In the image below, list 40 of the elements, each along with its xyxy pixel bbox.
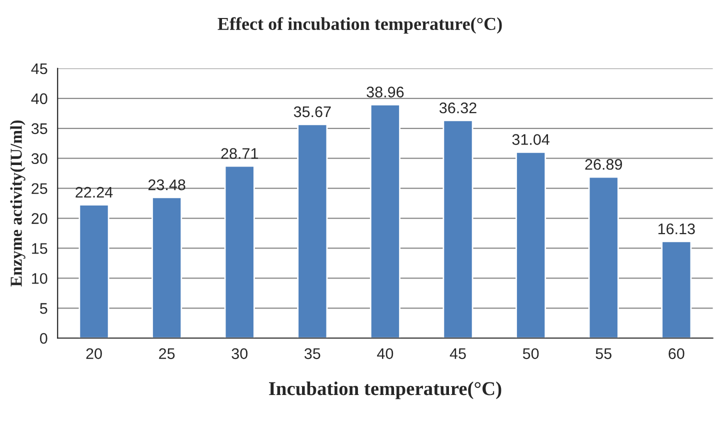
bar <box>442 120 474 338</box>
x-tick-label: 55 <box>596 348 612 360</box>
y-tick-label: 25 <box>32 183 48 194</box>
bar <box>516 151 546 338</box>
data-label: 23.48 <box>148 179 186 190</box>
y-tick-label: 15 <box>32 243 48 254</box>
x-tick-label: 20 <box>86 348 102 360</box>
x-tick-label: 25 <box>159 348 175 360</box>
bar <box>78 204 110 338</box>
y-axis-title: Enzyme activity(IU/ml) <box>10 120 26 287</box>
chart-title: Effect of incubation temperature(°C) <box>218 17 502 34</box>
data-label: 22.24 <box>76 186 113 198</box>
y-tick-label: 35 <box>31 123 48 134</box>
y-tick-label: 0 <box>40 332 48 344</box>
data-label: 36.32 <box>439 102 476 114</box>
x-tick-label: 45 <box>450 348 466 360</box>
bar <box>297 124 328 338</box>
x-tick-label: 40 <box>377 348 394 360</box>
x-tick-label: 60 <box>668 348 684 360</box>
x-tick-label: 30 <box>232 348 248 360</box>
data-label: 38.96 <box>366 86 404 98</box>
x-axis-title: Incubation temperature(°C) <box>269 382 502 400</box>
bar <box>661 240 692 338</box>
x-tick-label: 50 <box>522 348 539 360</box>
bar <box>224 165 255 338</box>
bar <box>152 196 182 338</box>
bar <box>588 176 619 338</box>
data-label: 16.13 <box>658 223 695 234</box>
data-label: 28.71 <box>221 148 258 159</box>
y-tick-label: 30 <box>31 153 48 164</box>
y-tick-label: 20 <box>32 213 48 224</box>
data-label: 26.89 <box>585 158 622 170</box>
y-tick-label: 5 <box>40 303 48 314</box>
y-tick-label: 10 <box>32 273 48 284</box>
x-tick-label: 35 <box>304 348 320 360</box>
data-label: 35.67 <box>294 106 331 118</box>
bar <box>370 104 400 338</box>
y-tick-label: 40 <box>31 93 48 104</box>
y-tick-label: 45 <box>31 64 48 74</box>
data-label: 31.04 <box>512 134 550 145</box>
